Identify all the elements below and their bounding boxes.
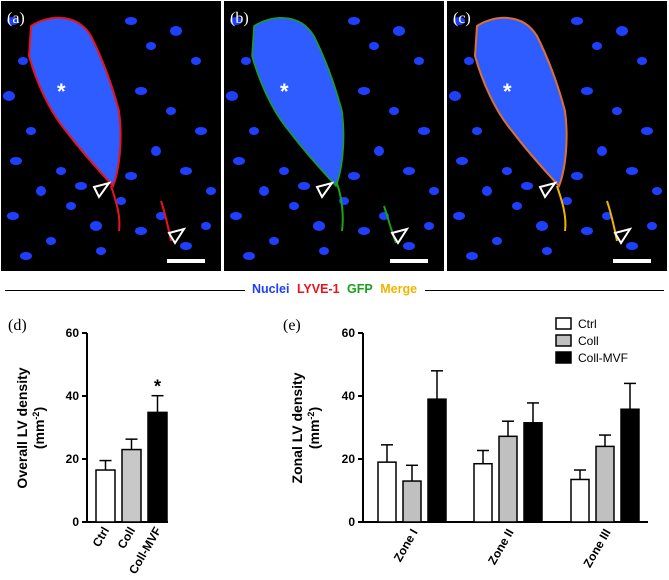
x-tick-label-zone-i: Zone I bbox=[391, 527, 421, 565]
y-tick-label-d: 60 bbox=[66, 326, 80, 340]
channel-legend-text: Nuclei LYVE-1 GFP Merge bbox=[0, 282, 669, 296]
y-axis-title-e-line1: Zonal LV density bbox=[289, 372, 305, 483]
bar-zone-iii-ctrl bbox=[570, 478, 590, 523]
panel-label-d: (d) bbox=[8, 317, 27, 334]
y-axis-title-e: Zonal LV density (mm-2) bbox=[289, 372, 322, 483]
x-tick-label-zone-iii: Zone III bbox=[580, 527, 613, 570]
y-tick-label-e: 0 bbox=[348, 515, 355, 529]
legend-lyve1: LYVE-1 bbox=[296, 282, 340, 296]
panel-label-a: (a) bbox=[7, 10, 25, 27]
y-tick-label-e: 40 bbox=[342, 389, 356, 403]
x-tick-label-coll: Coll bbox=[115, 525, 138, 552]
panel-label-c: (c) bbox=[453, 10, 471, 27]
panel-label-e: (e) bbox=[283, 317, 301, 334]
legend-swatch-coll bbox=[555, 334, 572, 347]
y-tick-label-d: 0 bbox=[72, 515, 79, 529]
bar-zone-i-ctrl bbox=[377, 461, 397, 523]
legend-rule-left bbox=[5, 290, 245, 291]
y-tick-label-d: 40 bbox=[66, 389, 80, 403]
channel-legend: Nuclei LYVE-1 GFP Merge bbox=[0, 280, 669, 300]
legend-merge: Merge bbox=[380, 282, 418, 296]
x-tick-label-zone-ii: Zone II bbox=[485, 527, 516, 567]
panel-label-b: (b) bbox=[230, 10, 249, 27]
bar-zone-i-coll-mvf bbox=[427, 398, 447, 523]
chart-overall-density: (d) Overall LV density (mm-2) 0 20 40 60 Ctr… bbox=[8, 317, 168, 577]
legend-nuclei: Nuclei bbox=[251, 282, 290, 296]
legend-rule-right bbox=[425, 290, 664, 291]
legend-label-ctrl: Ctrl bbox=[578, 317, 597, 331]
bar-ctrl bbox=[95, 469, 116, 523]
y-tick-label-d: 20 bbox=[66, 452, 80, 466]
y-tick-label-e: 20 bbox=[342, 452, 356, 466]
microscopy-figure: * (a) * (b) * (c) bbox=[1, 1, 667, 271]
y-axis-title-e-line2: (mm-2) bbox=[306, 407, 322, 449]
y-axis-title-d-line1: Overall LV density bbox=[14, 367, 30, 488]
bar-coll-mvf bbox=[147, 411, 168, 523]
x-tick-label-ctrl: Ctrl bbox=[90, 525, 112, 550]
bar-zone-ii-ctrl bbox=[473, 462, 493, 523]
vessel-star-a: * bbox=[57, 79, 66, 104]
bar-zone-iii-coll bbox=[595, 445, 615, 523]
vessel-star-c: * bbox=[503, 79, 512, 104]
legend-gfp: GFP bbox=[347, 282, 373, 296]
significance-star: * bbox=[154, 377, 161, 397]
vessel-star-b: * bbox=[280, 79, 289, 104]
bar-zone-ii-coll-mvf bbox=[523, 422, 543, 523]
bar-zone-i-coll bbox=[402, 480, 422, 523]
legend-label-coll-mvf: Coll-MVF bbox=[578, 351, 628, 365]
bar-zone-ii-coll bbox=[498, 435, 518, 523]
y-tick-label-e: 60 bbox=[342, 326, 356, 340]
micro-panel-a: * (a) bbox=[1, 1, 221, 271]
micro-panel-b: * (b) bbox=[224, 1, 444, 271]
bar-zone-iii-coll-mvf bbox=[620, 408, 640, 523]
y-axis-title-d-line2: (mm-2) bbox=[31, 407, 47, 449]
legend-label-coll: Coll bbox=[578, 334, 599, 348]
legend-swatch-coll-mvf bbox=[555, 351, 572, 364]
micro-panel-c: * (c) bbox=[447, 1, 667, 271]
chart-zonal-density: (e) Zonal LV density (mm-2) 0 20 40 60 Zone … bbox=[283, 317, 648, 570]
bar-coll bbox=[121, 448, 142, 523]
legend-swatch-ctrl bbox=[555, 317, 572, 330]
y-axis-title-d: Overall LV density (mm-2) bbox=[14, 367, 47, 488]
